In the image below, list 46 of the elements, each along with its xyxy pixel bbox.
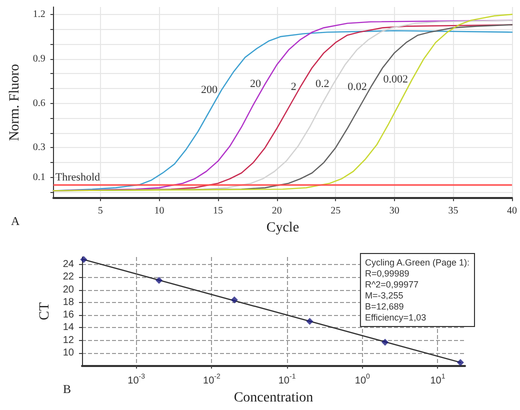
x-tick-label: 5 (98, 206, 103, 217)
series-label: 2 (290, 80, 296, 93)
y-axis-title: CT (37, 302, 52, 320)
y-tick-label: 20 (62, 284, 74, 296)
point (306, 318, 314, 325)
x-tick-label: 30 (389, 206, 400, 217)
x-tick-label: 25 (330, 206, 341, 217)
y-tick-label: 0.3 (32, 142, 46, 154)
x-tick-label: 40 (507, 206, 517, 217)
y-tick-label: 0.9 (32, 53, 46, 64)
x-tick-label: 15 (213, 206, 224, 217)
y-tick-label: 16 (62, 310, 74, 321)
point (230, 296, 238, 304)
y-tick-label: 18 (62, 296, 74, 308)
ref-line-label: Threshold (55, 171, 100, 184)
annotation: B=12,689 (364, 302, 404, 312)
x-tick-label: 20 (272, 206, 282, 217)
x-axis-title: Concentration (234, 390, 314, 406)
y-tick-label: 1.2 (32, 8, 46, 20)
point (156, 276, 163, 284)
point (382, 338, 389, 346)
point (456, 358, 464, 366)
annotation: R=0,99989 (364, 268, 410, 278)
y-tick-label: 24 (62, 259, 74, 270)
series-label: 0.02 (348, 80, 367, 93)
text: A (11, 214, 20, 228)
annotation: R^2=0,99977 (364, 280, 418, 290)
y-tick-label: 0.6 (32, 98, 46, 109)
y-tick-label: 14 (62, 322, 74, 334)
x-tick-label: 10 (154, 206, 164, 217)
series-label: 200 (201, 84, 218, 96)
x-axis-title: Cycle (266, 220, 300, 236)
point (80, 256, 88, 264)
annotation: Cycling A.Green (Page 1): (364, 258, 470, 268)
series-label: 20 (250, 78, 262, 90)
y-tick-label: 0.1 (32, 172, 46, 183)
y-tick-label: 22 (62, 272, 74, 283)
y-tick-label: 10 (62, 347, 74, 358)
y-tick-label: 12 (62, 334, 74, 346)
x-tick-label: 35 (448, 206, 458, 217)
series-label: 0.002 (383, 74, 408, 86)
annotation: M=-3,255 (364, 290, 404, 300)
y-axis-title: Norm. Fluoro (8, 64, 22, 142)
series-label: 0.2 (316, 78, 330, 90)
annotation: Efficiency=1,03 (364, 312, 426, 322)
text: B (63, 382, 72, 396)
